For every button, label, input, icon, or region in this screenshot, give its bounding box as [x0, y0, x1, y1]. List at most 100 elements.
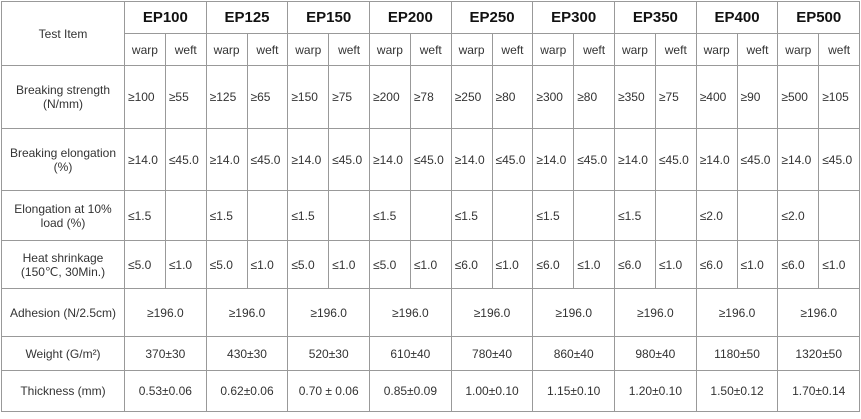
cell: ≤5.0: [287, 240, 330, 289]
spec-table: Test Item EP100 EP125 EP150 EP200 EP250 EP300 E…: [1, 1, 861, 412]
data-row: Adhesion (N/2.5cm) ≥196.0 ≥196.0 ≥196.0 ≥196…: [1, 288, 861, 337]
cell: ≤45.0: [164, 128, 207, 191]
cell: ≤1.5: [287, 190, 330, 241]
cell: ≤1.0: [654, 240, 697, 289]
cell: ≤5.0: [205, 240, 248, 289]
cell: ≤5.0: [124, 240, 166, 289]
cell: 0.53±0.06: [124, 370, 207, 412]
model-header: EP100: [124, 1, 207, 34]
cell: [818, 190, 861, 241]
cell: ≥14.0: [614, 128, 656, 191]
subheader: weft: [328, 33, 371, 66]
row-label: Heat shrinkage (150℃, 30Min.): [1, 240, 125, 289]
cell: [573, 190, 616, 241]
cell: ≥196.0: [124, 288, 207, 337]
cell: ≥14.0: [205, 128, 248, 191]
row-label: Thickness (mm): [1, 370, 125, 412]
cell: ≥300: [532, 65, 575, 129]
cell: ≤6.0: [777, 240, 820, 289]
cell: ≥55: [164, 65, 207, 129]
subheader: weft: [818, 33, 861, 66]
header-row: Test Item EP100 EP125 EP150 EP200 EP250 EP300 E…: [1, 1, 861, 66]
cell: ≤1.0: [246, 240, 289, 289]
model-header: EP400: [695, 1, 779, 34]
cell: ≥196.0: [777, 288, 861, 337]
cell: [246, 190, 289, 241]
cell: 610±40: [369, 336, 452, 371]
cell: ≥200: [369, 65, 411, 129]
model-header: EP500: [777, 1, 861, 34]
cell: ≥14.0: [287, 128, 330, 191]
cell: ≤6.0: [614, 240, 656, 289]
cell: 430±30: [205, 336, 289, 371]
cell: ≤1.5: [369, 190, 411, 241]
cell: ≤45.0: [491, 128, 534, 191]
subheader: warp: [695, 33, 738, 66]
cell: ≥150: [287, 65, 330, 129]
model-header: EP125: [205, 1, 289, 34]
cell: 860±40: [532, 336, 616, 371]
cell: ≥65: [246, 65, 289, 129]
cell: ≥350: [614, 65, 656, 129]
row-label: Weight (G/m²): [1, 336, 125, 371]
cell: ≤45.0: [328, 128, 371, 191]
data-row: Weight (G/m²) 370±30 430±30 520±30 610±40 780…: [1, 336, 861, 371]
cell: ≤1.0: [818, 240, 861, 289]
cell: ≥105: [818, 65, 861, 129]
model-header: EP300: [532, 1, 616, 34]
cell: ≤1.0: [164, 240, 207, 289]
model-header: EP250: [450, 1, 534, 34]
cell: ≤1.5: [614, 190, 656, 241]
subheader: warp: [124, 33, 166, 66]
data-row: Heat shrinkage (150℃, 30Min.) ≤5.0 ≤1.0 ≤5.…: [1, 240, 861, 289]
cell: 1.70±0.14: [777, 370, 861, 412]
subheader-row: warp weft warp weft warp weft warp weft warp weft…: [2, 33, 861, 66]
data-row: Breaking strength (N/mm) ≥100 ≥55 ≥125 ≥65 ≥1…: [1, 65, 861, 129]
model-header: EP350: [614, 1, 697, 34]
subheader: warp: [205, 33, 248, 66]
cell: ≥14.0: [124, 128, 166, 191]
cell: [409, 190, 452, 241]
cell: ≤1.5: [450, 190, 493, 241]
cell: ≥80: [573, 65, 616, 129]
cell: ≤45.0: [818, 128, 861, 191]
subheader: warp: [532, 33, 575, 66]
cell: ≤1.0: [328, 240, 371, 289]
cell: ≤2.0: [777, 190, 820, 241]
subheader: weft: [491, 33, 534, 66]
data-row: Elongation at 10% load (%) ≤1.5 ≤1.5 ≤1.5 ≤1…: [1, 190, 861, 241]
cell: ≥14.0: [532, 128, 575, 191]
cell: ≤1.5: [532, 190, 575, 241]
cell: ≤1.0: [409, 240, 452, 289]
cell: ≤5.0: [369, 240, 411, 289]
corner-header: Test Item: [1, 1, 125, 66]
cell: ≤1.0: [573, 240, 616, 289]
cell: 1.20±0.10: [614, 370, 697, 412]
cell: 780±40: [450, 336, 534, 371]
cell: ≤45.0: [573, 128, 616, 191]
model-header: EP200: [369, 1, 452, 34]
cell: ≤45.0: [246, 128, 289, 191]
cell: ≥125: [205, 65, 248, 129]
cell: ≥14.0: [777, 128, 820, 191]
cell: ≥14.0: [450, 128, 493, 191]
cell: ≤1.5: [205, 190, 248, 241]
subheader: weft: [246, 33, 289, 66]
cell: ≥196.0: [695, 288, 779, 337]
cell: 370±30: [124, 336, 207, 371]
cell: 520±30: [287, 336, 371, 371]
cell: ≤2.0: [695, 190, 738, 241]
cell: ≤1.0: [491, 240, 534, 289]
cell: ≥250: [450, 65, 493, 129]
cell: ≥196.0: [369, 288, 452, 337]
cell: ≤45.0: [409, 128, 452, 191]
cell: ≥14.0: [369, 128, 411, 191]
cell: ≤1.5: [124, 190, 166, 241]
subheader: warp: [614, 33, 656, 66]
cell: ≥196.0: [532, 288, 616, 337]
row-label: Elongation at 10% load (%): [1, 190, 125, 241]
cell: ≤6.0: [532, 240, 575, 289]
cell: ≥90: [736, 65, 779, 129]
data-row: Thickness (mm) 0.53±0.06 0.62±0.06 0.70 ± 0…: [1, 370, 861, 412]
cell: ≥100: [124, 65, 166, 129]
